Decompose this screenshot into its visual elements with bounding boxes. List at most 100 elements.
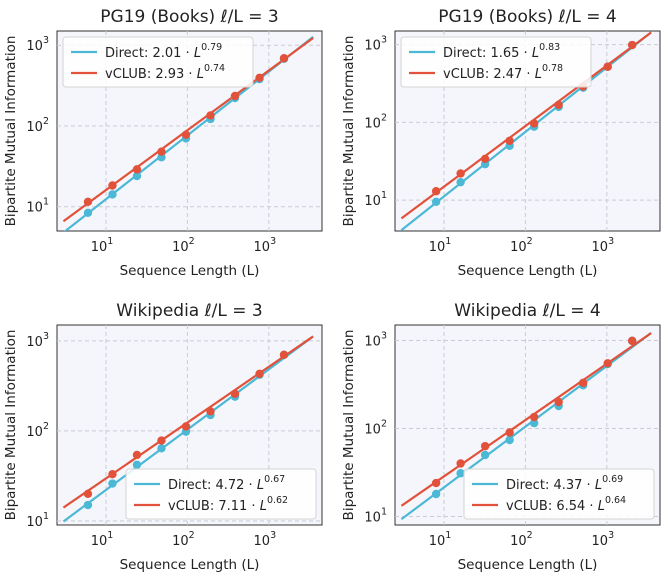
- y-tick-label: 103: [26, 331, 49, 350]
- data-point-direct: [505, 435, 514, 445]
- data-point-vclub: [206, 407, 215, 416]
- legend: Direct: 4.72 · L0.67 vCLUB: 7.11 · L0.62: [125, 468, 317, 520]
- y-tick-label: 101: [26, 197, 49, 216]
- data-point-direct: [132, 460, 142, 469]
- x-tick-label: 101: [91, 530, 114, 549]
- legend-entry-direct: Direct: 1.65 · L0.83: [443, 42, 560, 61]
- y-axis-label: Bipartite Mutual Information: [341, 330, 357, 521]
- data-point-vclub: [157, 436, 166, 445]
- data-point-vclub: [529, 119, 539, 128]
- y-tick-label: 101: [364, 190, 387, 209]
- data-point-vclub: [108, 470, 117, 479]
- chart-title: Wikipedia ℓ/L = 3: [116, 301, 262, 321]
- legend: Direct: 1.65 · L0.83 vCLUB: 2.47 · L0.78: [400, 36, 592, 88]
- data-point-direct: [108, 479, 117, 488]
- data-point-vclub: [157, 147, 166, 156]
- data-point-vclub: [554, 397, 563, 407]
- y-tick-label: 101: [26, 511, 49, 530]
- data-point-vclub: [578, 378, 588, 388]
- x-tick-label: 102: [172, 530, 195, 549]
- data-point-vclub: [505, 428, 514, 437]
- data-point-direct: [456, 469, 465, 478]
- x-tick-label: 101: [91, 236, 114, 255]
- data-point-vclub: [627, 40, 637, 50]
- data-point-vclub: [108, 181, 117, 190]
- x-tick-label: 102: [510, 530, 533, 549]
- y-axis-label: Bipartite Mutual Information: [341, 36, 357, 227]
- data-point-direct: [456, 177, 465, 187]
- legend-entry-vclub: vCLUB: 2.47 · L0.78: [443, 63, 563, 82]
- subplot-2: 101 102 103 101 102 103 Direct: 1.65 · L0.83 vC…: [341, 7, 661, 279]
- legend-box: [125, 468, 317, 520]
- legend: Direct: 2.01 · L0.79 vCLUB: 2.93 · L0.74: [62, 36, 254, 88]
- data-point-vclub: [603, 62, 612, 71]
- x-tick-label: 103: [592, 236, 615, 255]
- y-tick-label: 103: [364, 35, 387, 54]
- data-point-direct: [480, 450, 490, 460]
- data-point-vclub: [431, 478, 441, 488]
- x-tick-label: 103: [592, 530, 615, 549]
- chart-title: PG19 (Books) ℓ/L = 3: [100, 7, 278, 27]
- subplot-3: 101 102 103 101 102 103 Direct: 4.72 · L0.67 vC…: [3, 301, 323, 573]
- legend-entry-vclub: vCLUB: 6.54 · L0.64: [506, 495, 626, 514]
- x-axis-label: Sequence Length (L): [120, 263, 260, 279]
- data-point-vclub: [627, 336, 637, 346]
- legend-box: [463, 468, 655, 520]
- data-point-vclub: [279, 350, 289, 359]
- subplot-4: 101 102 103 101 102 103 Direct: 4.37 · L0.69 vC…: [341, 301, 661, 573]
- data-point-direct: [132, 171, 142, 181]
- y-tick-label: 102: [26, 421, 49, 440]
- y-tick-label: 102: [364, 112, 387, 131]
- data-point-vclub: [206, 111, 215, 120]
- legend-box: [400, 36, 592, 88]
- y-tick-label: 102: [26, 116, 49, 135]
- x-tick-label: 101: [429, 236, 452, 255]
- y-axis-label: Bipartite Mutual Information: [3, 330, 19, 521]
- x-axis-label: Sequence Length (L): [458, 557, 598, 573]
- x-tick-label: 102: [510, 236, 533, 255]
- x-tick-label: 103: [254, 236, 277, 255]
- legend-entry-vclub: vCLUB: 2.93 · L0.74: [105, 63, 225, 82]
- y-tick-label: 101: [364, 506, 387, 525]
- legend-entry-direct: Direct: 4.37 · L0.69: [506, 474, 623, 493]
- data-point-direct: [83, 500, 93, 510]
- data-point-vclub: [132, 165, 142, 174]
- data-point-vclub: [230, 91, 240, 101]
- data-point-vclub: [505, 136, 514, 145]
- legend: Direct: 4.37 · L0.69 vCLUB: 6.54 · L0.64: [463, 468, 655, 520]
- legend-entry-vclub: vCLUB: 7.11 · L0.62: [168, 495, 288, 514]
- data-point-direct: [431, 489, 441, 499]
- x-axis-label: Sequence Length (L): [458, 263, 598, 279]
- x-axis-label: Sequence Length (L): [120, 557, 260, 573]
- data-point-vclub: [529, 412, 539, 422]
- data-point-vclub: [603, 359, 612, 368]
- data-point-direct: [108, 190, 117, 199]
- data-point-vclub: [279, 54, 289, 63]
- data-point-vclub: [431, 187, 441, 196]
- x-tick-label: 101: [429, 530, 452, 549]
- chart-title: Wikipedia ℓ/L = 4: [454, 301, 600, 321]
- data-point-direct: [83, 208, 93, 218]
- x-tick-label: 103: [254, 530, 277, 549]
- data-point-vclub: [456, 459, 465, 468]
- data-point-vclub: [456, 169, 465, 178]
- y-tick-label: 103: [26, 35, 49, 54]
- data-point-vclub: [554, 100, 563, 110]
- data-point-direct: [157, 444, 166, 453]
- data-point-vclub: [181, 130, 191, 139]
- legend-entry-direct: Direct: 2.01 · L0.79: [105, 42, 222, 61]
- chart-title: PG19 (Books) ℓ/L = 4: [438, 7, 616, 27]
- y-axis-label: Bipartite Mutual Information: [3, 36, 19, 227]
- data-point-vclub: [255, 369, 264, 379]
- legend-box: [62, 36, 254, 88]
- data-point-vclub: [230, 389, 240, 399]
- data-point-vclub: [480, 441, 490, 451]
- data-point-vclub: [83, 197, 93, 206]
- data-point-vclub: [83, 489, 93, 498]
- data-point-direct: [529, 418, 539, 428]
- subplot-1: 101 102 103 101 102 103 Direct: 2.01 · L0.79 vC…: [3, 7, 323, 279]
- data-point-vclub: [181, 422, 191, 431]
- fit-line-vclub: [62, 37, 314, 223]
- data-point-vclub: [132, 450, 142, 460]
- data-point-vclub: [255, 73, 264, 82]
